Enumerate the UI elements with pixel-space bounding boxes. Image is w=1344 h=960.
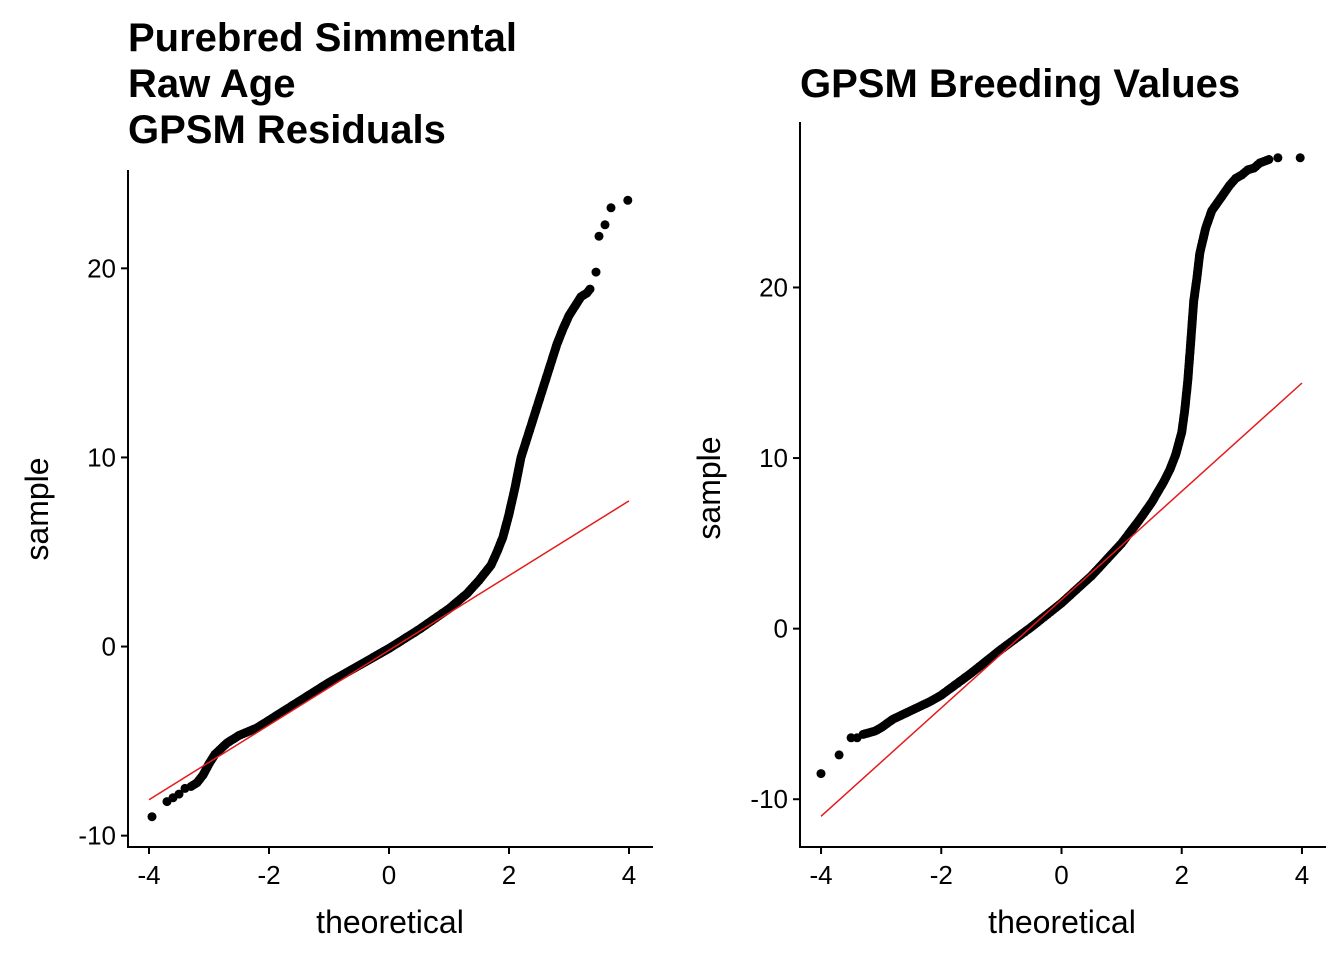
x-tick-label: 0: [1054, 860, 1068, 890]
panel-gpsm-breeding-values: GPSM Breeding Values -10 0 10 20 -4 -2 0 2 4 th…: [691, 62, 1326, 940]
x-axis-title: theoretical: [988, 904, 1136, 940]
qq-point: [1273, 153, 1283, 163]
y-tick-label: 0: [102, 632, 116, 662]
panel-gpsm-residuals: Purebred Simmental Raw Age GPSM Residual…: [19, 16, 653, 940]
x-tick-label: -2: [930, 860, 953, 890]
reference-line: [820, 382, 1303, 817]
y-tick-label: 10: [759, 443, 788, 473]
y-tick-label: 20: [759, 272, 788, 302]
qq-point: [1262, 155, 1272, 165]
qq-point: [816, 769, 826, 779]
reference-line: [148, 500, 630, 801]
x-tick-label: -4: [137, 860, 160, 890]
y-tick-label: 10: [87, 442, 116, 472]
qq-point: [1295, 153, 1305, 163]
y-axis-ticks: -10 0 10 20: [750, 272, 800, 814]
qq-point: [834, 750, 844, 760]
reference-line-group: [148, 500, 630, 801]
chart-title-line-2: Raw Age: [128, 62, 295, 106]
y-tick-label: 0: [774, 614, 788, 644]
qq-point: [600, 220, 610, 230]
chart-title-line-3: GPSM Residuals: [128, 108, 446, 152]
qq-point: [594, 231, 604, 241]
x-axis-ticks: -4 -2 0 2 4: [137, 847, 636, 890]
chart-title-line-1: GPSM Breeding Values: [800, 62, 1240, 106]
chart-title-line-1: Purebred Simmental: [128, 16, 517, 60]
reference-line-group: [820, 382, 1303, 817]
y-tick-label: -10: [78, 821, 116, 851]
qq-point: [147, 812, 157, 822]
x-axis-title: theoretical: [316, 904, 464, 940]
sample-points: [816, 153, 1305, 779]
qq-point: [174, 789, 184, 799]
x-tick-label: 2: [1174, 860, 1188, 890]
x-tick-label: 0: [382, 860, 396, 890]
x-tick-label: -2: [257, 860, 280, 890]
x-tick-label: 2: [502, 860, 516, 890]
sample-points: [147, 195, 633, 822]
x-tick-label: -4: [809, 860, 832, 890]
qq-point: [584, 286, 593, 296]
qq-point: [591, 267, 601, 277]
x-axis-ticks: -4 -2 0 2 4: [809, 847, 1309, 890]
y-axis-title: sample: [691, 436, 727, 539]
x-tick-label: 4: [622, 860, 636, 890]
x-tick-label: 4: [1295, 860, 1309, 890]
y-tick-label: -10: [750, 784, 788, 814]
qq-point: [623, 195, 633, 205]
y-axis-title: sample: [19, 457, 55, 560]
qq-point: [606, 203, 616, 213]
y-axis-ticks: -10 0 10 20: [78, 253, 128, 851]
y-tick-label: 20: [87, 253, 116, 283]
